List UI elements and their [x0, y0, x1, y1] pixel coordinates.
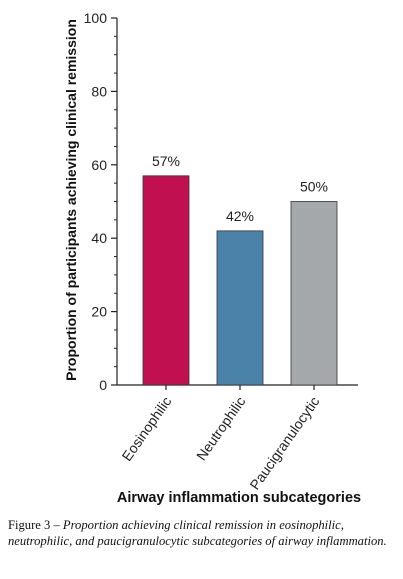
y-axis-label: Proportion of participants achieving cli… [63, 19, 79, 381]
x-tick-label-paucigranulocytic: Paucigranulocytic [246, 394, 322, 493]
caption-text: Proportion achieving clinical remission … [8, 518, 387, 548]
x-axis: Eosinophilic NeutrophilicPaucigranulocyti… [117, 384, 358, 493]
y-axis: 0 20 40 60 80 100 [84, 10, 118, 393]
caption-prefix: Figure 3 – [8, 518, 63, 532]
bar-paucigranulocytic [290, 201, 338, 386]
y-tick-label: 80 [91, 83, 107, 99]
bars [142, 175, 338, 386]
x-tick-label-neutrophilic: Neutrophilic [193, 394, 249, 464]
y-tick-label: 20 [91, 304, 107, 320]
bar-neutrophilic [216, 230, 264, 386]
bar-chart: 0 20 40 60 80 100 Eosinophilic NeutrophilicPau… [63, 10, 361, 506]
figure-caption: Figure 3 – Proportion achieving clinical… [8, 518, 398, 549]
y-tick-label: 0 [99, 377, 107, 393]
x-axis-label: Airway inflammation subcategories [117, 490, 361, 506]
data-labels: 57% 42% 50% [152, 153, 328, 224]
data-label-paucigranulocytic: 50% [300, 179, 328, 195]
y-tick-label: 40 [91, 230, 107, 246]
data-label-eosinophilic: 57% [152, 153, 180, 169]
y-tick-label: 60 [91, 157, 107, 173]
y-tick-label: 100 [84, 10, 108, 26]
x-tick-label-eosinophilic: Eosinophilic [118, 394, 174, 464]
data-label-neutrophilic: 42% [226, 208, 254, 224]
bar-eosinophilic [142, 175, 190, 386]
